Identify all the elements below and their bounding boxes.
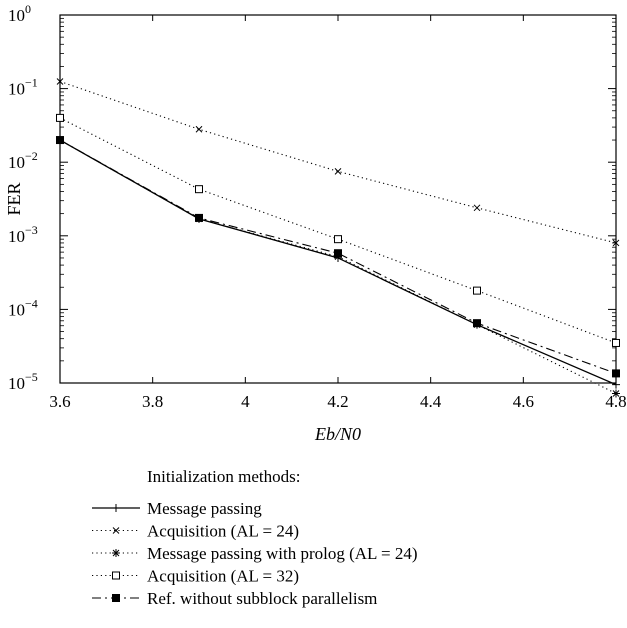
series-2 <box>56 136 620 398</box>
legend-title: Initialization methods: <box>147 467 300 486</box>
x-tick-label: 4.8 <box>605 392 626 411</box>
x-tick-label: 3.6 <box>49 392 70 411</box>
series-line <box>59 139 617 386</box>
filled-square-marker <box>56 136 64 145</box>
y-tick-exponent: −5 <box>25 370 38 384</box>
open-square-marker <box>334 235 342 244</box>
x-marker <box>473 204 481 212</box>
star-marker <box>112 549 120 557</box>
legend-label: Message passing <box>147 499 262 518</box>
x-marker <box>195 125 203 133</box>
y-tick-base: 10 <box>8 227 25 246</box>
open-square-marker <box>612 338 620 347</box>
legend-entry: Ref. without subblock parallelism <box>92 589 377 608</box>
y-tick-label: 10−2 <box>8 149 38 172</box>
open-square-marker <box>195 185 203 194</box>
star-marker <box>612 390 620 397</box>
series-line <box>59 139 617 394</box>
series-line <box>59 117 617 344</box>
series-4 <box>56 136 620 378</box>
series-3 <box>56 113 620 347</box>
series-line <box>59 139 617 374</box>
legend-entry: Message passing <box>92 499 262 518</box>
y-tick-exponent: −3 <box>25 223 38 237</box>
y-tick-label: 100 <box>8 2 31 25</box>
y-tick-label: 10−1 <box>8 76 38 99</box>
filled-square-marker <box>612 369 620 378</box>
x-marker <box>334 168 342 175</box>
legend-label: Acquisition (AL = 32) <box>147 567 299 586</box>
x-tick-label: 4 <box>241 392 250 411</box>
legend-label: Acquisition (AL = 24) <box>147 522 299 541</box>
x-axis-title: Eb/N0 <box>314 424 361 444</box>
legend-label: Message passing with prolog (AL = 24) <box>147 544 418 563</box>
x-marker <box>56 78 64 85</box>
legend-entry: Acquisition (AL = 24) <box>92 522 299 541</box>
series-layer <box>56 78 620 398</box>
y-tick-base: 10 <box>8 374 25 393</box>
filled-square-marker <box>473 319 481 328</box>
x-marker <box>112 527 120 534</box>
y-tick-exponent: 0 <box>25 2 31 16</box>
x-tick-label: 3.8 <box>142 392 163 411</box>
y-tick-exponent: −2 <box>25 149 38 163</box>
y-axis-title: FER <box>4 182 24 215</box>
x-tick-label: 4.6 <box>513 392 534 411</box>
series-line <box>59 80 617 244</box>
series-0 <box>56 136 620 389</box>
filled-square-marker <box>334 249 342 258</box>
x-tick-label: 4.2 <box>327 392 348 411</box>
legend-label: Ref. without subblock parallelism <box>147 589 377 608</box>
y-tick-base: 10 <box>8 80 25 99</box>
x-tick-label: 4.4 <box>420 392 442 411</box>
plot-frame <box>59 14 617 384</box>
y-tick-exponent: −4 <box>25 296 38 310</box>
series-1 <box>56 78 620 247</box>
legend: Initialization methods: Message passing A… <box>92 467 418 608</box>
y-tick-label: 10−4 <box>8 296 38 319</box>
open-square-marker <box>112 571 120 580</box>
open-square-marker <box>56 113 64 122</box>
filled-square-marker <box>195 213 203 222</box>
y-tick-label: 10−5 <box>8 370 38 393</box>
x-axis: 3.6 3.8 4 4.2 4.4 4.6 4.8 <box>49 15 627 411</box>
legend-entry: Acquisition (AL = 32) <box>92 567 299 586</box>
legend-entry: Message passing with prolog (AL = 24) <box>92 544 418 563</box>
y-tick-base: 10 <box>8 153 25 172</box>
open-square-marker <box>473 286 481 295</box>
filled-square-marker <box>112 594 120 602</box>
y-tick-base: 10 <box>8 300 25 319</box>
y-tick-exponent: −1 <box>25 76 38 90</box>
y-tick-base: 10 <box>8 6 25 25</box>
y-tick-label: 10−3 <box>8 223 38 246</box>
x-marker <box>612 239 620 247</box>
